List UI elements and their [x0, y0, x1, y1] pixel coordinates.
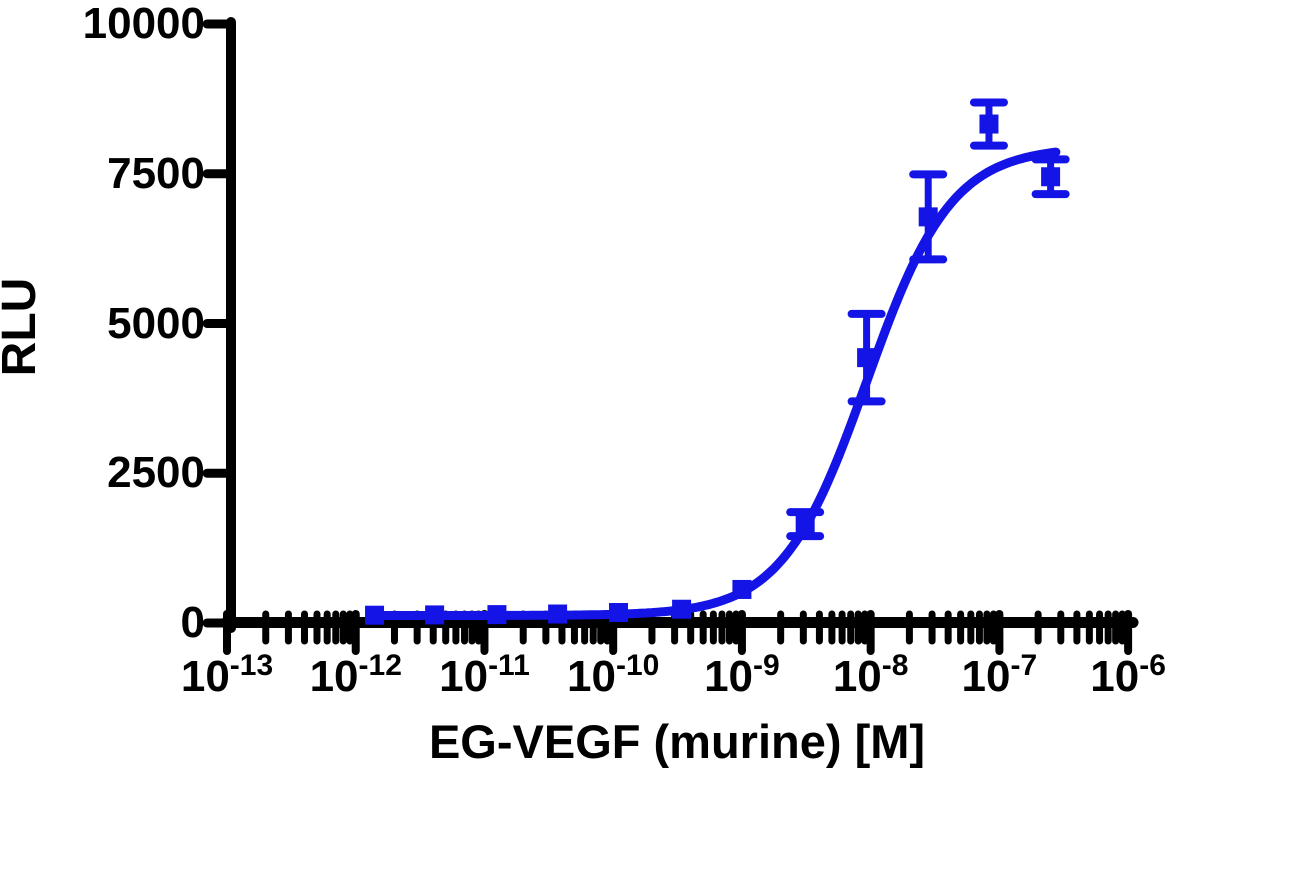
data-point-marker — [609, 603, 629, 623]
x-tick-label: 10-12 — [309, 649, 402, 701]
y-tick-label: 7500 — [107, 148, 205, 198]
x-tick-label: 10-6 — [1090, 649, 1166, 701]
data-point-marker — [795, 514, 815, 534]
data-point-marker — [487, 605, 507, 625]
x-axis-title: EG-VEGF (murine) [M] — [428, 715, 926, 768]
x-tick-label: 10-7 — [961, 649, 1038, 701]
y-tick-label: 0 — [180, 598, 205, 647]
data-point-marker — [979, 114, 999, 134]
data-point-marker — [672, 599, 692, 619]
data-point-marker — [365, 605, 385, 625]
data-point-marker — [1041, 167, 1061, 187]
data-point-marker — [857, 348, 877, 368]
data-point-marker — [918, 207, 938, 227]
y-tick-label: 10000 — [82, 0, 205, 48]
x-tick-label: 10-8 — [832, 649, 909, 701]
data-point-marker — [732, 579, 752, 599]
data-point-marker — [425, 605, 445, 625]
x-tick-label: 10-13 — [180, 649, 274, 701]
x-tick-label: 10-11 — [439, 649, 530, 701]
data-point-marker — [548, 604, 568, 624]
y-tick-label: 2500 — [107, 448, 205, 498]
x-tick-label: 10-10 — [567, 649, 660, 701]
y-tick-label: 5000 — [107, 298, 205, 348]
fit-curve — [368, 147, 1061, 620]
x-tick-label: 10-9 — [704, 649, 780, 701]
